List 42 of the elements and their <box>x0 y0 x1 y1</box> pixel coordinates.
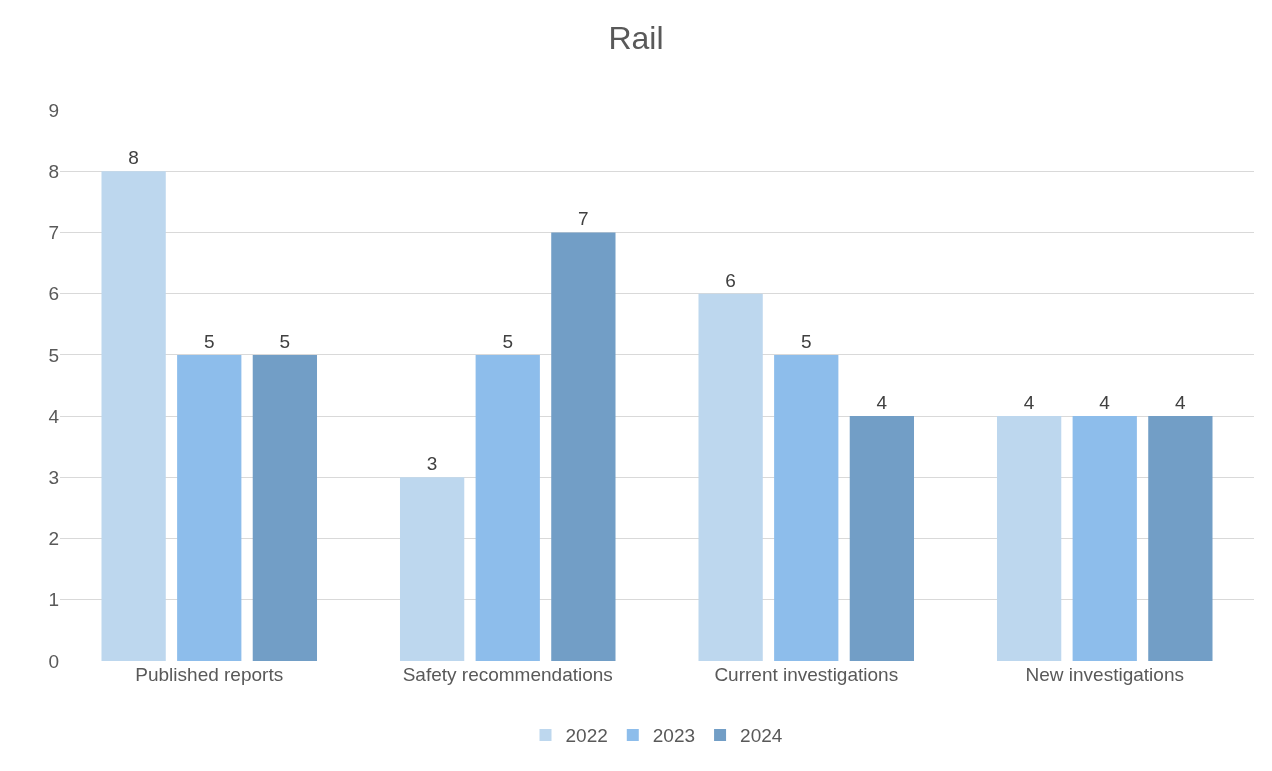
bar <box>849 416 915 661</box>
bar <box>101 171 166 661</box>
y-tick-label: 7 <box>48 222 59 244</box>
bar <box>1148 416 1213 661</box>
data-label: 4 <box>1099 392 1111 414</box>
data-label: 5 <box>502 330 514 352</box>
chart-title: Rail <box>608 20 664 57</box>
bar <box>551 232 616 661</box>
y-tick-label: 4 <box>48 405 60 427</box>
bar <box>399 477 465 661</box>
legend-label: 2023 <box>652 725 696 747</box>
y-tick-label: 8 <box>48 160 59 182</box>
data-label: 8 <box>128 147 139 169</box>
bar <box>996 416 1062 661</box>
x-tick-label: Current investigations <box>714 664 899 685</box>
data-label: 4 <box>876 392 888 414</box>
bar <box>252 354 318 661</box>
y-tick-label: 6 <box>48 283 59 305</box>
y-tick-label: 3 <box>48 466 59 488</box>
legend-label: 2022 <box>565 725 608 747</box>
data-label: 6 <box>725 269 736 291</box>
bar <box>1072 416 1137 661</box>
y-tick-label: 9 <box>48 99 59 121</box>
data-label: 4 <box>1023 392 1035 414</box>
x-tick-label: New investigations <box>1025 664 1184 685</box>
x-tick-label: Published reports <box>135 664 284 685</box>
legend-label: 2024 <box>740 725 783 747</box>
y-tick-label: 5 <box>48 344 59 366</box>
data-label: 5 <box>279 330 291 352</box>
data-label: 4 <box>1174 392 1186 414</box>
y-tick-label: 0 <box>48 650 59 672</box>
y-tick-label: 1 <box>48 589 59 611</box>
y-tick-label: 2 <box>48 528 59 550</box>
bar <box>774 354 839 661</box>
bar <box>698 293 763 661</box>
data-label: 5 <box>800 330 812 352</box>
data-label: 3 <box>426 453 438 475</box>
bar <box>475 354 540 661</box>
x-tick-label: Safety recommendations <box>402 664 613 685</box>
data-label: 5 <box>203 330 215 352</box>
bar <box>177 354 242 661</box>
data-label: 7 <box>578 208 589 230</box>
